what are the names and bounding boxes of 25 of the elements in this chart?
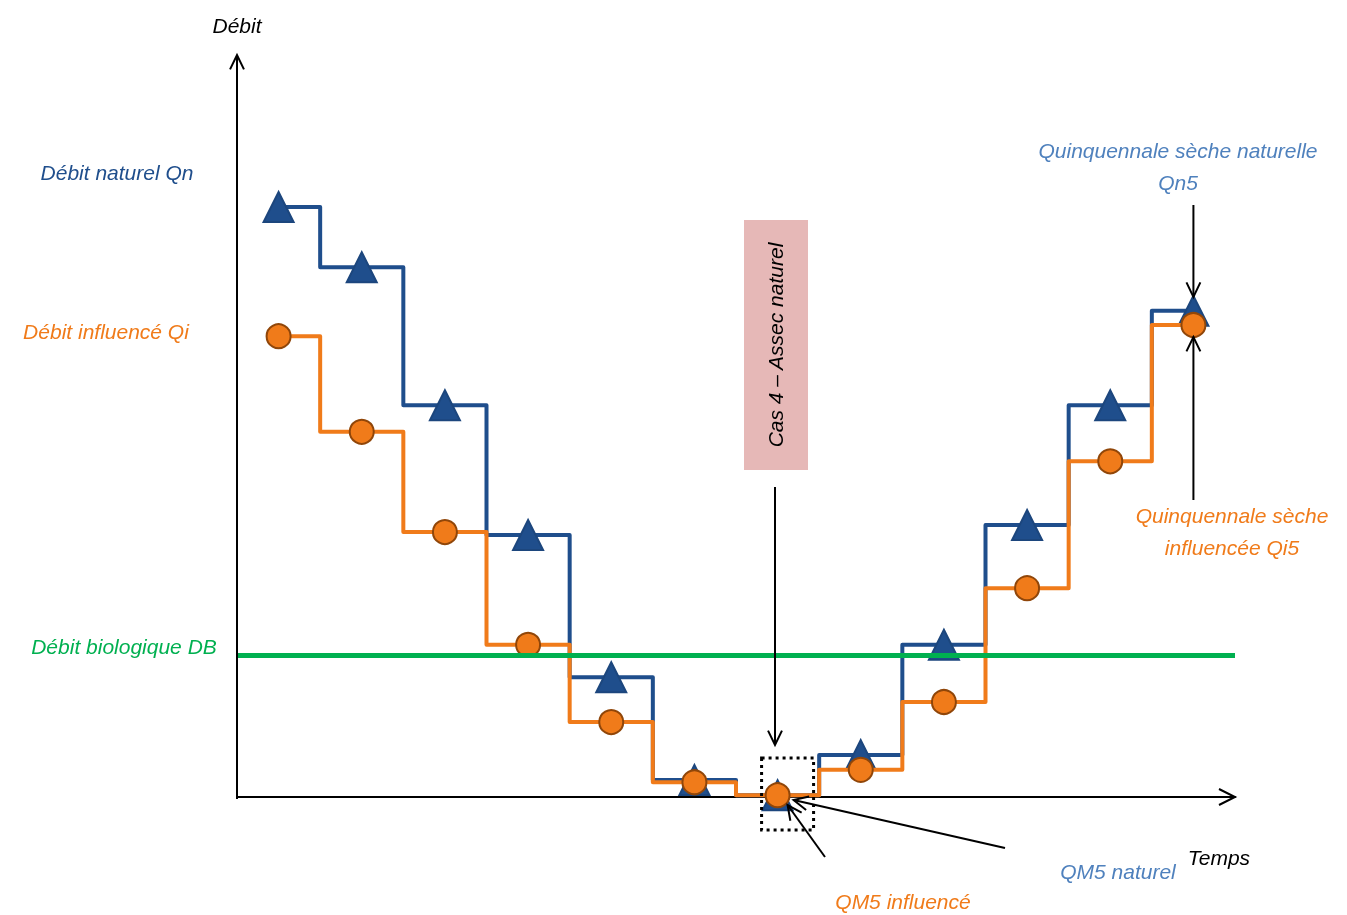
- point: [265, 323, 292, 350]
- point: [1014, 575, 1041, 602]
- text: Débit influencé Qi: [23, 319, 189, 345]
- point: [1094, 389, 1127, 422]
- ref-line-label: Débit biologique DB: [30, 634, 218, 660]
- text: Débit: [212, 13, 262, 39]
- point: [428, 389, 461, 422]
- point: [431, 519, 458, 546]
- point: [930, 689, 957, 715]
- point: [1011, 509, 1044, 542]
- text: QM5 influencé: [835, 889, 971, 915]
- point: [847, 756, 874, 783]
- point: [345, 251, 378, 284]
- annotation: Quinquennale sèche influencée Qi5: [1134, 503, 1330, 561]
- x-axis-title: Temps: [1187, 845, 1251, 871]
- text: Quinquennale sèche naturelle Qn5: [1037, 138, 1319, 196]
- text: QM5 naturel: [1060, 859, 1176, 885]
- point: [595, 661, 628, 694]
- point: [1097, 448, 1124, 475]
- point: [598, 709, 625, 736]
- point: [512, 519, 545, 552]
- annotation: Cas 4 – Assec naturel: [763, 242, 788, 448]
- point: [348, 418, 375, 445]
- text: Débit naturel Qn: [40, 160, 194, 186]
- point: [262, 191, 295, 223]
